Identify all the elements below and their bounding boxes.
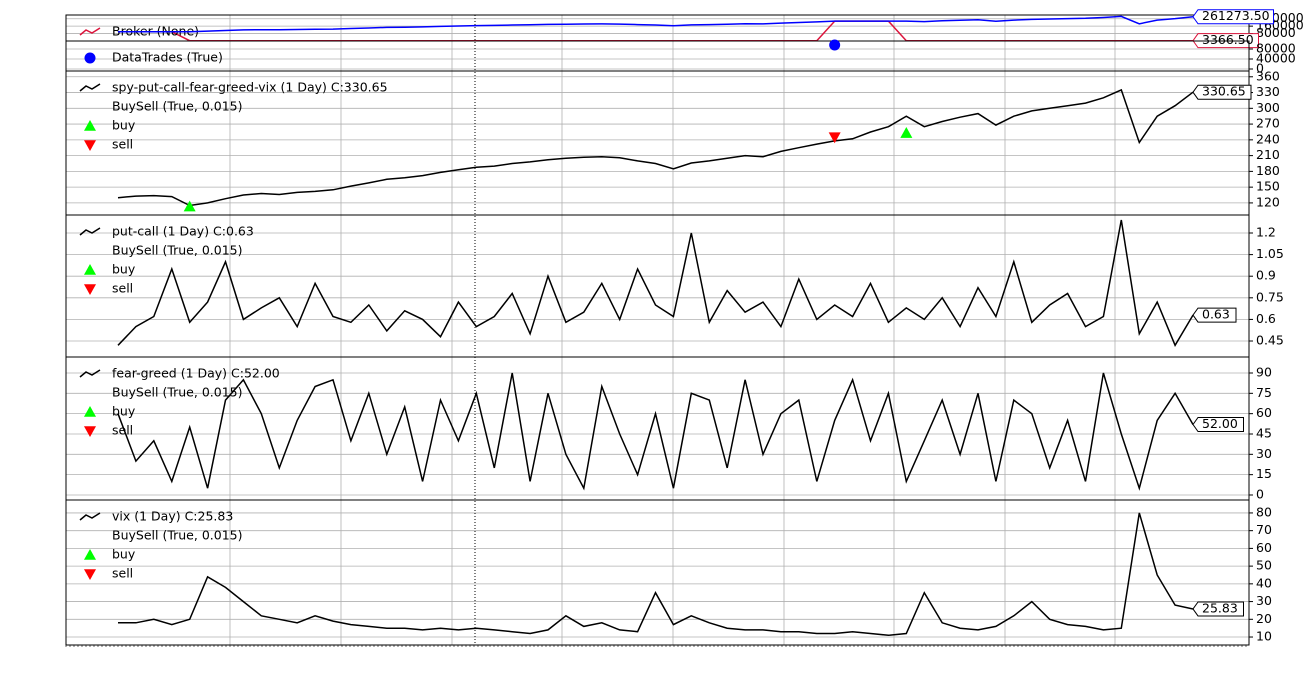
y-tick-label: 1.2: [1256, 225, 1276, 240]
y-tick-label: 15: [1256, 466, 1272, 481]
value-label-box: [1192, 84, 1252, 100]
legend-label: buy: [112, 118, 136, 133]
legend-label: vix (1 Day) C:25.83: [112, 509, 233, 524]
value-label: 261273.50: [1202, 8, 1270, 23]
y-tick-label: 0.45: [1256, 333, 1284, 348]
legend-title: BuySell (True, 0.015): [112, 528, 242, 543]
y-tick-label: 240: [1256, 131, 1280, 146]
y-tick-label: 75: [1256, 385, 1272, 400]
y-tick-label: 0: [1256, 486, 1264, 501]
legend-label: spy-put-call-fear-greed-vix (1 Day) C:33…: [112, 80, 388, 95]
legend-icon: [84, 284, 96, 295]
value-label: 25.83: [1202, 600, 1238, 615]
legend-icon: [84, 549, 96, 560]
legend-label: buy: [112, 547, 136, 562]
legend-icon: [79, 83, 101, 92]
value-label-box: [1192, 417, 1244, 433]
y-tick-label: 30: [1256, 446, 1272, 461]
y-tick-label: 150: [1256, 179, 1280, 194]
legend-icon: [84, 406, 96, 417]
y-tick-label: 300: [1256, 100, 1280, 115]
legend-icon: [84, 569, 96, 580]
legend-icon: [84, 426, 96, 437]
line: [118, 512, 1194, 637]
legend-icon: [84, 264, 96, 275]
y-tick-label: 1.05: [1256, 246, 1284, 261]
legend-label: sell: [112, 423, 133, 438]
legend-label: fear-greed (1 Day) C:52.00: [112, 366, 280, 381]
y-tick-label: 0.9: [1256, 268, 1276, 283]
y-tick-label: 360: [1256, 68, 1280, 83]
legend-icon: [84, 140, 96, 151]
y-tick-label: 50: [1256, 558, 1272, 573]
y-tick-label: 40000: [1256, 51, 1296, 66]
y-tick-label: 70: [1256, 522, 1272, 537]
legend-icon: [79, 227, 101, 236]
y-tick-label: 90: [1256, 364, 1272, 379]
legend-label: buy: [112, 404, 136, 419]
marker: [828, 132, 841, 144]
legend-label: sell: [112, 137, 133, 152]
y-tick-label: 20: [1256, 611, 1272, 626]
legend-icon: [79, 27, 101, 36]
y-tick-label: 45: [1256, 425, 1272, 440]
line: [117, 88, 1194, 207]
y-tick-label: 80: [1256, 504, 1272, 519]
y-tick-label: 330: [1256, 84, 1280, 99]
legend-title: BuySell (True, 0.015): [112, 99, 242, 114]
y-tick-label: 60: [1256, 405, 1272, 420]
value-label-box: [1192, 601, 1244, 617]
y-tick-label: 120: [1256, 194, 1280, 209]
line: [117, 219, 1194, 347]
y-tick-label: 180: [1256, 163, 1280, 178]
legend-icon: [84, 52, 96, 64]
line: [118, 15, 1194, 33]
panel-frame: [65, 499, 1250, 646]
y-tick-label: 60: [1256, 540, 1272, 555]
legend-icon: [79, 512, 101, 521]
legend-icon: [79, 369, 101, 378]
legend-label: DataTrades (True): [112, 50, 223, 65]
value-label: 330.65: [1202, 84, 1246, 99]
legend-label: sell: [112, 281, 133, 296]
line: [117, 372, 1194, 491]
legend-label: sell: [112, 566, 133, 581]
marker: [900, 127, 913, 138]
y-tick-label: 80000: [1256, 41, 1296, 56]
value-label: 52.00: [1202, 416, 1238, 431]
y-tick-label: 270: [1256, 116, 1280, 131]
y-tick-label: 80000: [1256, 25, 1296, 40]
legend-title: BuySell (True, 0.015): [112, 385, 242, 400]
value-label: 0.63: [1202, 307, 1230, 322]
y-tick-label: 0: [1256, 61, 1264, 76]
y-tick-label: 40: [1256, 575, 1272, 590]
y-tick-label: 30: [1256, 593, 1272, 608]
legend-title: BuySell (True, 0.015): [112, 243, 242, 258]
value-label: 3366.50: [1202, 32, 1254, 47]
value-label-box: [1192, 307, 1237, 323]
y-tick-label: 0.75: [1256, 289, 1284, 304]
y-tick-label: 210: [1256, 147, 1280, 162]
y-tick-label: 10: [1256, 629, 1272, 644]
y-tick-label: 0.6: [1256, 311, 1276, 326]
marker: [183, 200, 196, 212]
value-label-box: [1192, 9, 1274, 25]
legend-label: buy: [112, 262, 136, 277]
marker: [829, 39, 841, 51]
legend-icon: [84, 120, 96, 131]
legend-label: put-call (1 Day) C:0.63: [112, 224, 254, 239]
